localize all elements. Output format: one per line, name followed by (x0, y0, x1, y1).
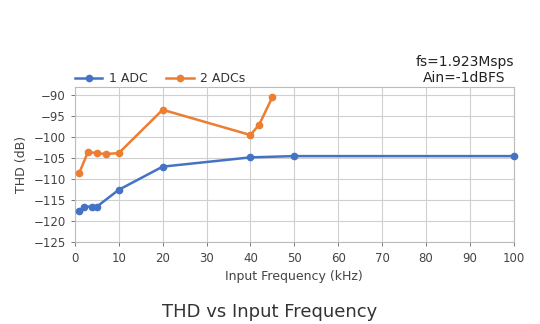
Legend: 1 ADC, 2 ADCs: 1 ADC, 2 ADCs (75, 72, 245, 85)
2 ADCs (76, 171, 83, 175)
2 ADCs (116, 151, 122, 155)
Line: 2 ADCs: 2 ADCs (76, 94, 275, 176)
2 ADCs (93, 151, 100, 155)
2 ADCs (269, 95, 275, 99)
1 ADC (159, 165, 166, 168)
Text: THD vs Input Frequency: THD vs Input Frequency (163, 303, 377, 321)
2 ADCs (247, 133, 254, 137)
X-axis label: Input Frequency (kHz): Input Frequency (kHz) (226, 270, 363, 283)
2 ADCs (85, 150, 91, 154)
1 ADC (93, 205, 100, 209)
1 ADC (291, 154, 298, 158)
1 ADC (247, 156, 254, 159)
Text: fs=1.923Msps
Ain=-1dBFS: fs=1.923Msps Ain=-1dBFS (415, 55, 514, 85)
1 ADC (116, 188, 122, 192)
1 ADC (76, 209, 83, 213)
2 ADCs (256, 122, 262, 126)
1 ADC (89, 205, 96, 209)
2 ADCs (159, 108, 166, 112)
Line: 1 ADC: 1 ADC (76, 153, 517, 214)
1 ADC (511, 154, 517, 158)
Y-axis label: THD (dB): THD (dB) (15, 136, 28, 193)
1 ADC (80, 205, 87, 209)
2 ADCs (102, 152, 109, 156)
